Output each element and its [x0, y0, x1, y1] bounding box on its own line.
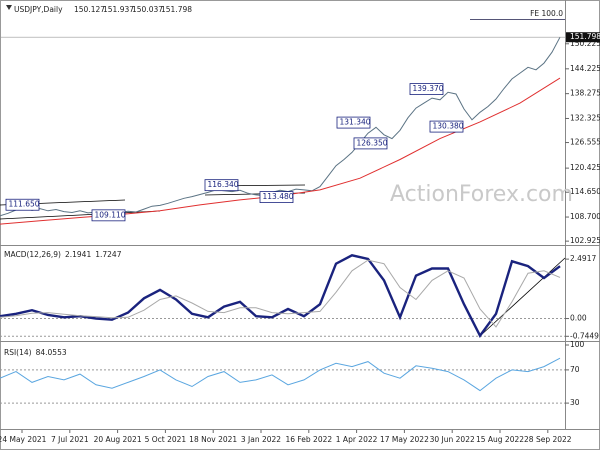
y-tick-label: 114.650	[570, 187, 600, 196]
indicator-value: 1.7247	[95, 250, 121, 259]
panel-title: RSI(14)	[4, 348, 32, 357]
y-tick-label: 2.4917	[570, 254, 596, 263]
ohlc-value: 151.798	[161, 5, 192, 14]
y-tick-label: 100	[570, 340, 585, 349]
annotation-box	[353, 137, 388, 150]
y-tick-label: 108.700	[570, 212, 600, 221]
x-tick-label: 3 Jan 2022	[241, 435, 281, 444]
annotation-box	[5, 198, 40, 211]
ohlc-value: 150.127	[74, 5, 105, 14]
y-tick-label: 70	[570, 365, 580, 374]
annotation-label: 111.650	[9, 200, 40, 209]
annotation-label: 109.110	[95, 210, 126, 219]
last-price-box	[566, 32, 600, 43]
x-tick-label: 16 Feb 2022	[285, 435, 332, 444]
annotation-label: 131.340	[340, 118, 371, 127]
x-tick-label: 17 May 2022	[380, 435, 429, 444]
y-tick-label: 120.425	[570, 163, 600, 172]
annotation-label: 139.370	[413, 84, 444, 93]
ohlc-value: 151.937	[103, 5, 134, 14]
x-tick-label: 20 Aug 2021	[94, 435, 142, 444]
series-line	[0, 357, 561, 392]
series-line	[0, 259, 561, 328]
y-tick-label: 150.225	[570, 39, 600, 48]
watermark: ActionForex.com	[390, 182, 573, 207]
annotation-box	[409, 83, 444, 95]
fe-label: FE 100.0	[530, 9, 563, 18]
annotation-label: 113.480	[263, 192, 294, 201]
menu-icon[interactable]	[6, 5, 12, 10]
y-tick-label: 102.925	[570, 236, 600, 245]
annotation-box	[259, 191, 294, 204]
x-tick-label: 18 Nov 2021	[189, 435, 237, 444]
annotation-label: 126.350	[357, 138, 388, 147]
last-price-label: 151.798	[570, 32, 600, 41]
annotation-label: 116.340	[208, 180, 239, 189]
indicator-value: 84.0553	[36, 348, 67, 357]
annotation-box	[429, 120, 464, 133]
x-tick-label: 30 Jun 2022	[430, 435, 475, 444]
annotation-box	[91, 209, 126, 222]
y-tick-label: 0.00	[570, 314, 587, 323]
panel-title: MACD(12,26,9)	[4, 250, 61, 259]
indicator-value: 2.1941	[65, 250, 91, 259]
ohlc-value: 150.037	[132, 5, 163, 14]
x-tick-label: 15 Aug 2022	[476, 435, 524, 444]
x-tick-label: 1 Apr 2022	[336, 435, 378, 444]
annotation-box	[336, 116, 371, 129]
y-tick-label: -0.7449	[570, 331, 599, 340]
y-tick-label: 138.275	[570, 89, 600, 98]
panel-title: USDJPY,Daily	[14, 5, 63, 14]
y-tick-label: 126.555	[570, 138, 600, 147]
x-tick-label: 7 Jul 2021	[51, 435, 89, 444]
annotation-box	[204, 179, 239, 192]
x-tick-label: 5 Oct 2021	[145, 435, 187, 444]
y-tick-label: 132.325	[570, 113, 600, 122]
x-tick-label: 28 Sep 2022	[524, 435, 572, 444]
x-tick-label: 24 May 2021	[0, 435, 47, 444]
y-tick-label: 144.225	[570, 64, 600, 73]
y-tick-label: 30	[570, 398, 580, 407]
annotation-label: 130.380	[433, 122, 464, 131]
